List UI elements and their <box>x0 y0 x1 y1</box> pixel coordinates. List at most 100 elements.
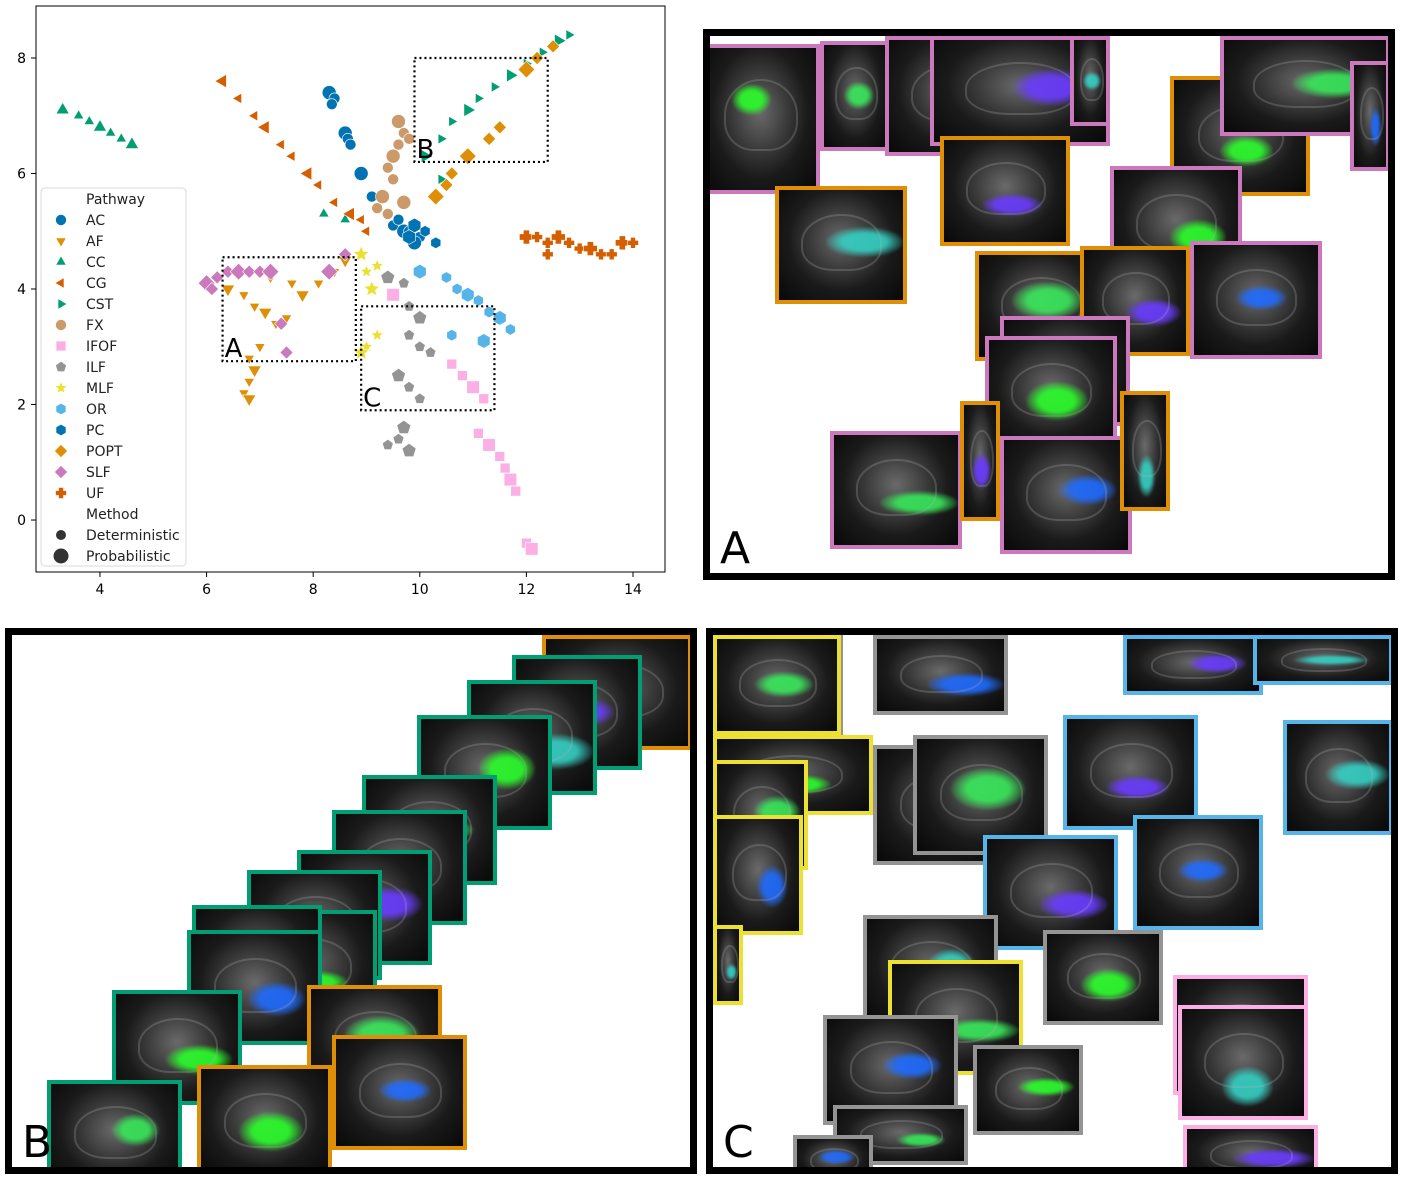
point-af <box>242 394 257 407</box>
x-tick-label: 12 <box>517 582 535 598</box>
point-cst <box>448 115 459 128</box>
point-cc <box>124 136 140 149</box>
fiber-bundle-icon <box>1017 1077 1074 1096</box>
fiber-bundle-icon <box>1369 107 1382 146</box>
point-uf <box>531 231 543 243</box>
point-or <box>473 294 484 307</box>
point-ifof <box>457 370 468 381</box>
tract-thumbnail <box>1070 36 1110 126</box>
point-af <box>248 302 261 314</box>
y-tick-label: 0 <box>17 513 26 529</box>
legend-label-cg: CG <box>86 276 107 292</box>
fiber-bundle-icon <box>755 672 813 697</box>
point-mlf <box>370 327 385 342</box>
y-tick-label: 2 <box>17 398 26 414</box>
point-af <box>312 279 325 290</box>
point-cg <box>311 179 322 191</box>
legend-label-uf: UF <box>86 486 104 502</box>
fiber-bundle-icon <box>248 982 306 1017</box>
point-uf <box>615 235 630 251</box>
legend-label-or: OR <box>86 402 107 418</box>
point-ilf <box>403 329 415 341</box>
point-cg <box>231 92 242 105</box>
point-pc <box>419 225 431 238</box>
legend-label-probabilistic: Probabilistic <box>86 549 171 565</box>
legend-marker-ilf <box>55 360 67 373</box>
legend-marker-cg <box>54 277 65 289</box>
point-slf <box>242 264 257 279</box>
point-ilf <box>401 443 417 458</box>
zoom-box-label: C <box>363 383 381 413</box>
zoom-box-b <box>413 56 549 164</box>
legend-label-cst: CST <box>86 297 114 313</box>
tract-thumbnail <box>1133 815 1263 930</box>
point-fx <box>375 189 390 204</box>
point-cst <box>506 68 519 83</box>
tract-thumbnail <box>1350 61 1388 171</box>
scatter-plot: 4 6 8 10 12 14 0 2 4 6 8 A B C Pathway AC AF CC CG CST FX I… <box>17 5 666 598</box>
tract-thumbnail <box>713 925 743 1005</box>
detail-panel-c: C <box>706 628 1398 1174</box>
point-ac <box>392 213 405 226</box>
axis-ticks: 4 6 8 10 12 14 0 2 4 6 8 <box>17 51 642 598</box>
legend-marker-cc <box>55 255 67 266</box>
point-ilf <box>424 346 437 358</box>
legend-label-af: AF <box>86 234 104 250</box>
fiber-bundle-icon <box>757 866 787 908</box>
legend-marker-uf <box>55 487 67 499</box>
point-ac <box>326 98 338 110</box>
tract-thumbnail <box>1063 715 1198 830</box>
fiber-bundle-icon <box>1012 281 1085 320</box>
legend-label-slf: SLF <box>86 465 111 481</box>
point-mlf <box>370 258 385 272</box>
point-slf <box>261 262 280 281</box>
point-or <box>446 329 458 342</box>
fiber-bundle-icon <box>972 453 992 489</box>
point-popt <box>517 60 536 79</box>
point-popt <box>530 50 545 66</box>
point-popt <box>458 147 477 166</box>
point-uf <box>563 236 575 249</box>
legend-marker-probabilistic <box>53 548 69 564</box>
point-fx <box>387 173 399 186</box>
point-ilf <box>397 277 410 289</box>
legend-label-pc: PC <box>86 423 104 439</box>
tract-thumbnail <box>1043 930 1163 1025</box>
fiber-bundle-icon <box>1293 655 1370 665</box>
point-uf <box>573 242 586 255</box>
point-mlf <box>352 245 370 262</box>
point-fx <box>382 161 394 174</box>
point-ifof <box>386 288 400 302</box>
legend-marker-cst <box>57 298 68 310</box>
fiber-bundle-icon <box>726 964 737 981</box>
fiber-bundle-icon <box>981 194 1042 217</box>
tract-thumbnail <box>1120 391 1170 511</box>
point-pc <box>402 229 416 245</box>
point-ifof <box>494 451 506 462</box>
point-ilf <box>403 300 415 312</box>
point-fx <box>385 148 401 164</box>
point-popt <box>482 131 497 146</box>
point-fx <box>371 202 383 214</box>
tract-thumbnail <box>47 1080 182 1167</box>
tract-thumbnail <box>940 136 1070 246</box>
fiber-bundle-icon <box>1082 71 1102 90</box>
tract-thumbnail <box>197 1065 332 1167</box>
x-tick-label: 6 <box>202 582 211 598</box>
legend-title-pathway: Pathway <box>86 192 145 208</box>
legend-marker-popt <box>53 443 69 459</box>
point-cst <box>420 148 434 164</box>
point-slf <box>338 247 353 262</box>
legend-marker-af <box>55 237 67 248</box>
point-ilf <box>391 367 406 382</box>
x-tick-label: 14 <box>624 582 642 598</box>
tract-thumbnail <box>793 1135 873 1167</box>
point-cc <box>92 119 108 132</box>
point-or <box>413 263 427 280</box>
point-af <box>238 291 250 302</box>
point-cst <box>475 92 486 105</box>
point-fx <box>391 114 406 129</box>
point-cg <box>274 138 285 151</box>
tract-thumbnail <box>1283 720 1391 835</box>
fiber-bundle-icon <box>1125 298 1181 327</box>
